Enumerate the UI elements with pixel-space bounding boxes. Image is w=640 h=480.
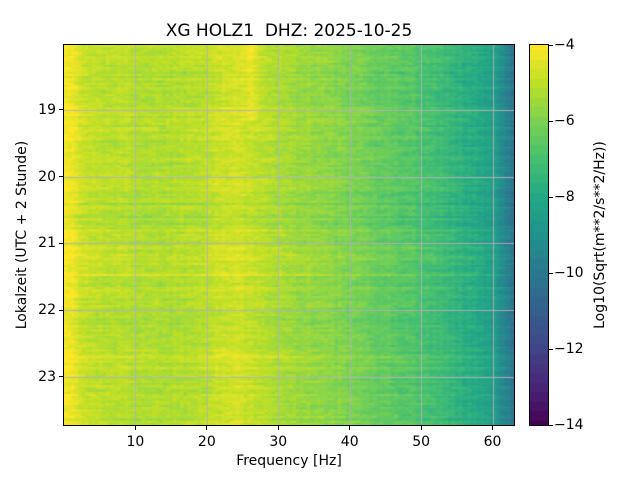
x-tick-label: 60 — [483, 434, 502, 450]
x-axis-label: Frequency [Hz] — [236, 453, 342, 469]
x-tick-label: 20 — [197, 434, 216, 450]
colorbar-tick-label: −12 — [554, 341, 584, 357]
colorbar-tick-mark — [549, 424, 553, 426]
colorbar-tick-mark — [549, 44, 553, 46]
y-tick-label: 22 — [38, 302, 56, 319]
colorbar-tick-label: −6 — [554, 113, 575, 129]
x-tick-mark — [349, 426, 351, 430]
colorbar-tick-label: −10 — [554, 265, 584, 281]
x-tick-mark — [420, 426, 422, 430]
y-tick-label: 20 — [38, 168, 56, 185]
y-tick-label: 19 — [38, 101, 56, 118]
colorbar-tick-label: −8 — [554, 189, 575, 205]
y-tick-mark — [59, 109, 63, 111]
x-tick-label: 10 — [126, 434, 145, 450]
x-tick-mark — [492, 426, 494, 430]
y-tick-mark — [59, 242, 63, 244]
x-tick-label: 40 — [340, 434, 359, 450]
colorbar-label: Log10(Sqrt(m**2/s**2/Hz)) — [592, 141, 608, 329]
y-tick-mark — [59, 309, 63, 311]
x-tick-label: 30 — [269, 434, 288, 450]
x-tick-mark — [134, 426, 136, 430]
y-tick-label: 21 — [38, 235, 56, 252]
colorbar-tick-mark — [549, 272, 553, 274]
colorbar-tick-label: −4 — [554, 37, 575, 53]
y-tick-mark — [59, 176, 63, 178]
x-tick-label: 50 — [412, 434, 431, 450]
colorbar-tick-mark — [549, 348, 553, 350]
colorbar-tick-mark — [549, 120, 553, 122]
spectrogram-heatmap — [64, 45, 514, 425]
colorbar — [529, 44, 549, 426]
colorbar-tick-mark — [549, 196, 553, 198]
colorbar-tick-label: −14 — [554, 417, 584, 433]
chart-title: XG HOLZ1 DHZ: 2025-10-25 — [165, 21, 413, 41]
x-tick-mark — [277, 426, 279, 430]
y-tick-mark — [59, 376, 63, 378]
x-tick-mark — [206, 426, 208, 430]
y-tick-label: 23 — [38, 368, 56, 385]
